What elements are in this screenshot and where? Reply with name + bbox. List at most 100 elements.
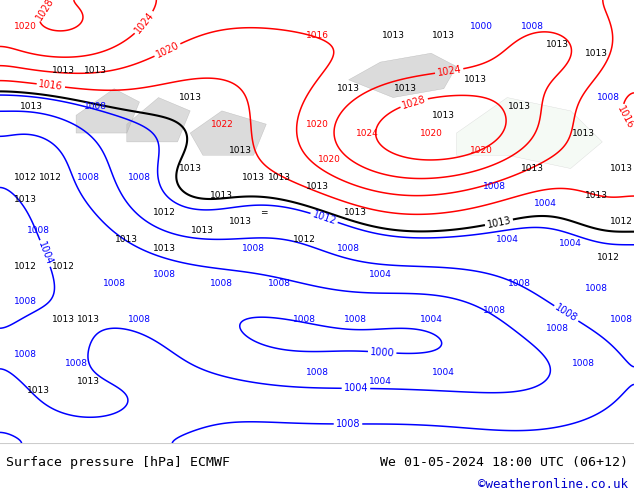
Text: 1013: 1013 [242,173,265,182]
Text: 1013: 1013 [230,147,252,155]
Text: 1008: 1008 [65,359,87,368]
Text: 1013: 1013 [464,75,487,84]
Text: 1013: 1013 [179,164,202,173]
Text: 1008: 1008 [306,368,328,377]
Text: 1013: 1013 [306,182,328,191]
Text: 1013: 1013 [77,315,100,324]
Text: 1022: 1022 [210,120,233,129]
Text: 1012: 1012 [311,209,337,226]
Text: 1008: 1008 [572,359,595,368]
Text: 1008: 1008 [103,279,126,288]
Text: 1024: 1024 [133,10,156,36]
Text: 1004: 1004 [344,383,368,393]
Text: 1012: 1012 [52,262,75,270]
Text: 1008: 1008 [128,315,151,324]
Text: 1008: 1008 [610,315,633,324]
Text: 1008: 1008 [77,173,100,182]
Text: =: = [261,208,271,218]
Text: 1020: 1020 [154,40,181,60]
Text: 1008: 1008 [553,303,579,324]
Text: 1013: 1013 [382,31,404,40]
Text: 1013: 1013 [432,111,455,120]
Text: 1013: 1013 [179,93,202,102]
Polygon shape [349,53,456,98]
Text: 1028: 1028 [34,0,56,22]
Text: 1013: 1013 [52,315,75,324]
Text: 1028: 1028 [401,94,427,111]
Text: 1013: 1013 [432,31,455,40]
Text: 1013: 1013 [20,102,43,111]
Text: 1004: 1004 [432,368,455,377]
Text: 1008: 1008 [268,279,290,288]
Text: 1013: 1013 [52,67,75,75]
Text: 1004: 1004 [559,240,582,248]
Polygon shape [456,98,602,169]
Text: 1004: 1004 [534,199,557,208]
Text: 1020: 1020 [14,22,37,31]
Text: 1008: 1008 [337,244,360,253]
Text: 1004: 1004 [369,270,392,279]
Text: 1008: 1008 [293,315,316,324]
Text: 1008: 1008 [242,244,265,253]
Text: 1013: 1013 [77,377,100,386]
Text: 1008: 1008 [344,315,366,324]
Text: 1013: 1013 [547,40,569,49]
Text: 1013: 1013 [191,226,214,235]
Text: 1013: 1013 [585,49,607,58]
Text: 1008: 1008 [14,350,37,359]
Text: 1024: 1024 [436,64,462,78]
Text: Surface pressure [hPa] ECMWF: Surface pressure [hPa] ECMWF [6,456,230,468]
Text: 1004: 1004 [496,235,519,244]
Text: 1013: 1013 [585,191,607,199]
Text: 1012: 1012 [597,253,620,262]
Text: 1012: 1012 [39,173,62,182]
Text: 1016: 1016 [615,105,634,131]
Polygon shape [127,98,190,142]
Text: 1013: 1013 [268,173,290,182]
Text: 1020: 1020 [306,120,328,129]
Text: 1013: 1013 [508,102,531,111]
Text: 1013: 1013 [344,208,366,218]
Text: 1013: 1013 [210,191,233,199]
Text: 1008: 1008 [210,279,233,288]
Text: We 01-05-2024 18:00 UTC (06+12): We 01-05-2024 18:00 UTC (06+12) [380,456,628,468]
Text: 1013: 1013 [486,215,512,230]
Text: 1004: 1004 [36,240,55,267]
Text: 1008: 1008 [508,279,531,288]
Text: 1008: 1008 [483,306,506,315]
Text: 1012: 1012 [293,235,316,244]
Text: 1008: 1008 [128,173,151,182]
Text: ©weatheronline.co.uk: ©weatheronline.co.uk [477,478,628,490]
Text: 1013: 1013 [337,84,360,93]
Text: 1008: 1008 [597,93,620,102]
Text: 1008: 1008 [84,102,107,111]
Text: 1013: 1013 [115,235,138,244]
Text: 1000: 1000 [370,346,395,358]
Text: 1013: 1013 [572,128,595,138]
Text: 1012: 1012 [153,208,176,218]
Text: 1008: 1008 [27,226,49,235]
Text: 1020: 1020 [470,147,493,155]
Text: 1024: 1024 [356,128,379,138]
Text: 1013: 1013 [230,217,252,226]
Text: 1008: 1008 [153,270,176,279]
Text: 1004: 1004 [369,377,392,386]
Text: 1013: 1013 [14,195,37,204]
Text: 1008: 1008 [585,284,607,293]
Text: 1013: 1013 [84,67,107,75]
Text: 1012: 1012 [14,262,37,270]
Text: 1020: 1020 [420,128,443,138]
Text: 1012: 1012 [14,173,37,182]
Text: 1008: 1008 [483,182,506,191]
Text: 1012: 1012 [610,217,633,226]
Text: 1013: 1013 [521,164,544,173]
Text: 1008: 1008 [14,297,37,306]
Text: 1013: 1013 [153,244,176,253]
Text: 1016: 1016 [306,31,328,40]
Text: 1013: 1013 [394,84,417,93]
Text: 1016: 1016 [38,79,63,92]
Text: 1004: 1004 [420,315,443,324]
Text: 1008: 1008 [547,324,569,333]
Text: 1020: 1020 [318,155,341,164]
Text: 1008: 1008 [336,419,360,429]
